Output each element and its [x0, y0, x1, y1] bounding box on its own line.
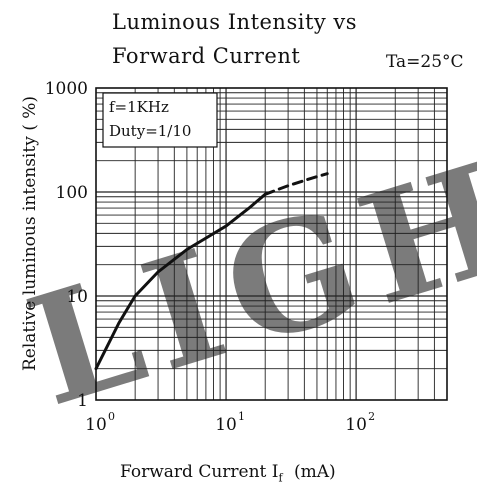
y-tick-label: 1000 — [45, 79, 88, 99]
y-tick-label: 10 — [66, 287, 88, 307]
chart-curve — [94, 172, 329, 371]
series-line-2 — [263, 172, 329, 196]
x-axis-label-text: Forward Current I — [120, 462, 279, 482]
x-tick-exponent: 1 — [238, 410, 245, 423]
chart-title-line1: Luminous Intensity vs — [112, 10, 358, 34]
legend-line: f=1KHz — [109, 98, 169, 116]
y-tick-label: 100 — [56, 183, 88, 203]
x-tick-label: 10 — [215, 415, 237, 435]
temperature-condition: Ta=25°C — [386, 52, 464, 72]
x-tick-label: 10 — [85, 415, 107, 435]
chart-title-line2: Forward Current — [112, 44, 301, 68]
chart-legend: f=1KHz Duty=1/10 — [102, 92, 218, 148]
x-axis-label: Forward Current If (mA) — [120, 462, 336, 484]
x-tick-label: 10 — [345, 415, 367, 435]
plot-frame — [95, 87, 448, 401]
x-tick-exponent: 2 — [368, 410, 375, 423]
x-tick-exponent: 0 — [108, 410, 115, 423]
x-axis-label-unit: (mA) — [293, 462, 336, 482]
series-line-1 — [94, 192, 267, 371]
legend-line: Duty=1/10 — [109, 122, 191, 140]
y-tick-label: 1 — [77, 391, 88, 411]
x-axis-label-subscript: f — [278, 471, 283, 485]
legend-box — [102, 92, 218, 148]
